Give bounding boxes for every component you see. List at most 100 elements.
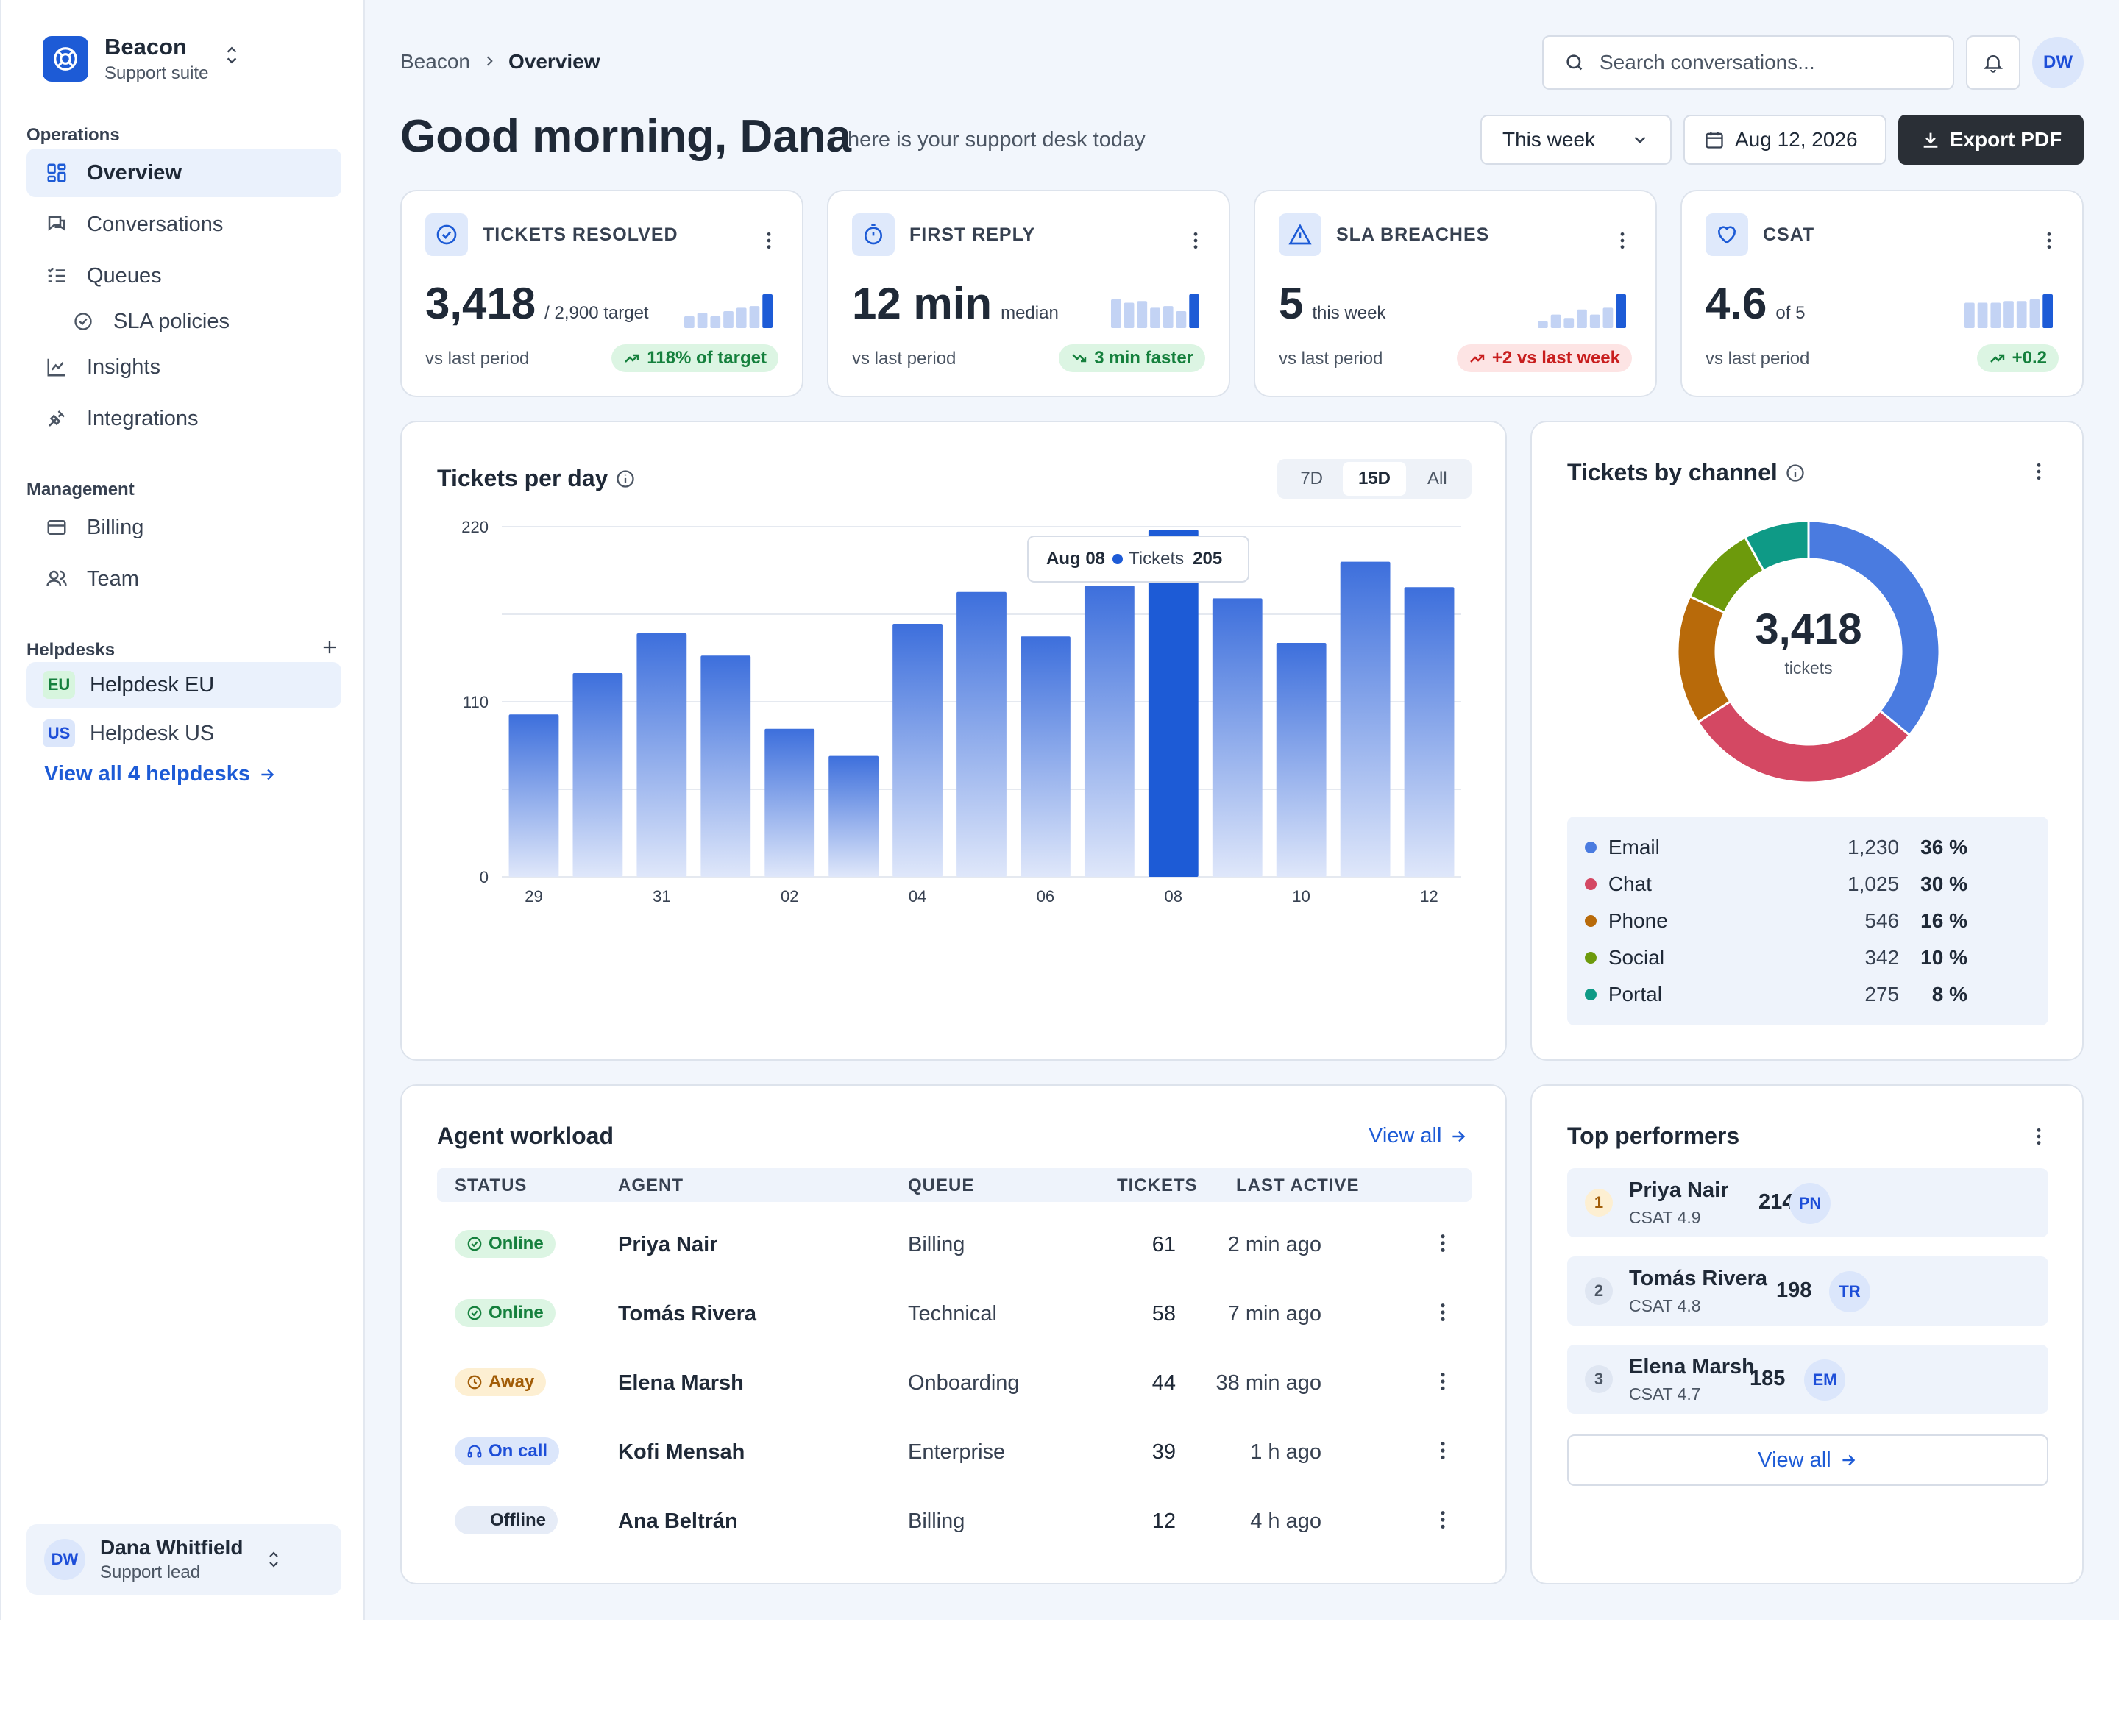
chart-bar[interactable] xyxy=(764,728,815,877)
legend-label: Chat xyxy=(1608,872,1652,895)
legend-item-social[interactable]: Social 342 10 % xyxy=(1585,943,1967,972)
legend-item-portal[interactable]: Portal 275 8 % xyxy=(1585,980,1967,1009)
search-input[interactable]: Search conversations... xyxy=(1542,35,1954,90)
list-item[interactable]: 2 Tomás Rivera CSAT 4.8 198 TR xyxy=(1567,1256,2048,1326)
sidebar-item-queues[interactable]: Queues xyxy=(26,252,341,300)
legend-count: 1,230 xyxy=(1848,836,1900,858)
legend-item-chat[interactable]: Chat 1,025 30 % xyxy=(1585,869,1967,899)
kpi-delta-badge: 118% of target xyxy=(611,344,778,372)
table-row[interactable]: Offline Ana Beltrán Billing 12 4 h ago xyxy=(437,1487,1472,1557)
info-icon[interactable] xyxy=(615,469,636,489)
more-vertical-icon[interactable] xyxy=(2035,1127,2042,1150)
list-item[interactable]: 1 Priya Nair CSAT 4.9 214 PN xyxy=(1567,1168,2048,1237)
chevron-up-down-icon[interactable] xyxy=(222,43,241,71)
avatar[interactable]: DW xyxy=(2032,37,2084,88)
chart-bar[interactable] xyxy=(828,755,879,877)
more-vertical-icon[interactable] xyxy=(1192,231,1199,254)
view-all-helpdesks-link[interactable]: View all 4 helpdesks xyxy=(44,762,277,786)
more-vertical-icon[interactable] xyxy=(1619,231,1626,254)
search-icon xyxy=(1564,52,1585,73)
brand[interactable]: Beacon Support suite xyxy=(43,34,208,84)
chart-bar[interactable] xyxy=(1404,587,1455,877)
sidebar-item-helpdesk-eu[interactable]: EU Helpdesk EU xyxy=(26,662,341,708)
more-vertical-icon[interactable] xyxy=(2035,462,2042,485)
more-vertical-icon[interactable] xyxy=(1439,1371,1447,1395)
donut-slice-phone[interactable] xyxy=(1676,594,1732,724)
range-7d-button[interactable]: 7D xyxy=(1300,469,1323,488)
legend-item-email[interactable]: Email 1,230 36 % xyxy=(1585,833,1967,862)
nav-section-helpdesks: Helpdesks xyxy=(26,640,116,660)
tooltip-series-dot xyxy=(1112,554,1124,564)
legend-percent: 16 % xyxy=(1920,909,1967,932)
agent-last-active: 1 h ago xyxy=(1250,1440,1321,1464)
chart-bar[interactable] xyxy=(1340,561,1391,877)
more-vertical-icon[interactable] xyxy=(2045,231,2053,254)
kpi-delta-label: +2 vs last week xyxy=(1491,348,1620,368)
agent-last-active: 38 min ago xyxy=(1215,1371,1322,1395)
chart-bar[interactable] xyxy=(636,633,687,877)
breadcrumb-root[interactable]: Beacon xyxy=(400,50,470,73)
sidebar-item-sla-policies[interactable]: SLA policies xyxy=(53,297,341,346)
date-range-select[interactable]: This week xyxy=(1480,115,1672,165)
sidebar-item-helpdesk-us[interactable]: US Helpdesk US xyxy=(26,711,341,756)
legend-dot xyxy=(1585,989,1597,1000)
chart-bar[interactable] xyxy=(700,655,751,877)
more-vertical-icon[interactable] xyxy=(1439,1509,1447,1534)
table-row[interactable]: Online Priya Nair Billing 61 2 min ago xyxy=(437,1211,1472,1280)
user-menu[interactable]: DW Dana Whitfield Support lead xyxy=(26,1524,341,1595)
arrow-right-icon xyxy=(258,765,277,784)
chart-bar[interactable] xyxy=(1212,598,1263,877)
performer-name: Tomás Rivera xyxy=(1629,1267,1768,1290)
list-item[interactable]: 3 Elena Marsh CSAT 4.7 185 EM xyxy=(1567,1345,2048,1414)
chart-title-text: Tickets per day xyxy=(437,465,608,491)
notifications-button[interactable] xyxy=(1966,35,2020,90)
sidebar-item-team[interactable]: Team xyxy=(26,555,341,603)
chart-bar[interactable] xyxy=(1276,642,1327,877)
column-header-agent[interactable]: AGENT xyxy=(618,1175,684,1195)
legend-item-phone[interactable]: Phone 546 16 % xyxy=(1585,906,1967,936)
chart-bar[interactable] xyxy=(1084,586,1135,877)
chart-bar[interactable] xyxy=(508,714,559,877)
headset-icon xyxy=(466,1443,483,1459)
column-header-tickets[interactable]: TICKETS xyxy=(1117,1175,1198,1195)
agent-last-active: 2 min ago xyxy=(1227,1233,1321,1256)
more-vertical-icon[interactable] xyxy=(765,231,773,254)
table-row[interactable]: On call Kofi Mensah Enterprise 39 1 h ag… xyxy=(437,1418,1472,1487)
donut-slice-email[interactable] xyxy=(1807,519,1941,737)
sidebar-item-insights[interactable]: Insights xyxy=(26,343,341,391)
table-row[interactable]: Online Tomás Rivera Technical 58 7 min a… xyxy=(437,1280,1472,1349)
column-header-status[interactable]: STATUS xyxy=(455,1175,528,1195)
chart-bar[interactable] xyxy=(892,623,943,877)
x-tick-label: 29 xyxy=(525,887,542,906)
performers-view-all-button[interactable]: View all xyxy=(1567,1434,2048,1486)
donut-slice-portal[interactable] xyxy=(1743,519,1810,572)
range-all-button[interactable]: All xyxy=(1427,469,1447,488)
sidebar-item-integrations[interactable]: Integrations xyxy=(26,394,341,443)
donut-slice-chat[interactable] xyxy=(1696,700,1912,784)
sidebar-item-label: Team xyxy=(87,566,139,591)
date-picker-button[interactable]: Aug 12, 2026 xyxy=(1683,115,1886,165)
chart-bar[interactable] xyxy=(1021,636,1071,877)
chart-bar[interactable] xyxy=(1148,530,1199,877)
calendar-icon xyxy=(1704,129,1725,150)
range-15d-button[interactable]: 15D xyxy=(1343,462,1406,496)
more-vertical-icon[interactable] xyxy=(1439,1302,1447,1326)
chart-bar[interactable] xyxy=(956,591,1007,877)
column-header-queue[interactable]: QUEUE xyxy=(908,1175,975,1195)
kpi-unit: this week xyxy=(1312,303,1386,323)
kpi-value: 3,418 xyxy=(425,279,536,328)
more-vertical-icon[interactable] xyxy=(1439,1440,1447,1465)
column-header-last-active[interactable]: LAST ACTIVE xyxy=(1236,1175,1360,1195)
agent-queue: Onboarding xyxy=(908,1371,1020,1395)
table-row[interactable]: Away Elena Marsh Onboarding 44 38 min ag… xyxy=(437,1349,1472,1418)
more-vertical-icon[interactable] xyxy=(1439,1233,1447,1257)
workload-view-all-link[interactable]: View all xyxy=(1369,1124,1468,1148)
sidebar-item-billing[interactable]: Billing xyxy=(26,503,341,552)
chart-bar[interactable] xyxy=(572,673,623,877)
add-helpdesk-icon[interactable] xyxy=(319,637,340,661)
sidebar-item-conversations[interactable]: Conversations xyxy=(26,200,341,249)
sidebar-item-overview[interactable]: Overview xyxy=(26,149,341,197)
info-icon[interactable] xyxy=(1785,463,1806,483)
export-pdf-button[interactable]: Export PDF xyxy=(1898,115,2084,165)
clock-icon xyxy=(466,1374,483,1390)
